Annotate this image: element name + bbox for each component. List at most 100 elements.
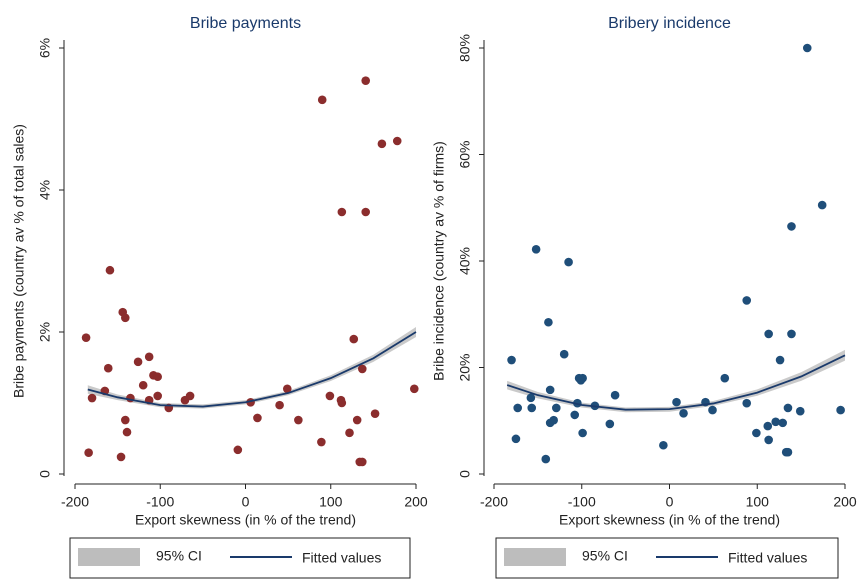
point (795, 406, 805, 416)
point (817, 200, 827, 210)
point (787, 222, 796, 231)
point (549, 415, 558, 425)
point (526, 393, 536, 403)
point (349, 334, 359, 344)
point (742, 398, 752, 408)
x-tick-label: 0 (666, 494, 674, 510)
point (544, 317, 553, 327)
x-tick-label: 200 (404, 494, 428, 510)
fit-line (87, 331, 417, 408)
point (357, 457, 367, 467)
point (513, 403, 522, 413)
point (116, 452, 126, 462)
point (357, 364, 367, 374)
y-axis-label: Bribe incidence (country av % of firms) (431, 141, 447, 381)
point (138, 380, 148, 390)
point (507, 355, 516, 365)
point (531, 244, 541, 254)
point (84, 448, 93, 458)
point (764, 329, 773, 339)
point (605, 419, 615, 429)
x-axis-label: Export skewness (in % of the trend) (559, 512, 780, 528)
point (253, 413, 262, 423)
point (559, 349, 569, 359)
point (317, 95, 327, 105)
point (392, 136, 402, 146)
point (787, 329, 796, 339)
y-tick-label: 80% (457, 34, 473, 62)
legend-label: 95% CI (582, 548, 628, 564)
x-tick-label: -100 (146, 494, 174, 510)
point (720, 373, 730, 383)
y-axis-label: Bribe payments (country av % of total sa… (11, 124, 27, 398)
y-tick-label: 40% (457, 247, 473, 275)
point (578, 428, 587, 438)
point (771, 417, 780, 427)
x-tick-label: -200 (480, 494, 508, 510)
point (752, 428, 761, 438)
point (370, 409, 380, 418)
x-tick-label: 100 (319, 494, 343, 510)
point (153, 391, 162, 401)
chart-title: Bribery incidence (608, 15, 731, 32)
y-tick-label: 60% (457, 140, 473, 168)
x-axis-label: Export skewness (in % of the trend) (135, 512, 356, 528)
point (81, 333, 91, 342)
x-tick-label: 0 (242, 494, 250, 510)
point (337, 207, 347, 217)
point (282, 384, 292, 394)
point (103, 363, 113, 373)
point (775, 355, 785, 365)
point (778, 418, 787, 428)
point (133, 357, 143, 367)
point (325, 391, 335, 401)
point (233, 445, 243, 455)
point (679, 408, 688, 418)
legend-swatch (78, 548, 140, 566)
point (527, 403, 537, 413)
point (345, 428, 354, 438)
point (763, 421, 773, 431)
point (153, 372, 162, 382)
point (361, 207, 371, 217)
x-tick-label: 200 (833, 494, 857, 510)
point (122, 427, 132, 437)
point (120, 313, 130, 323)
point (659, 440, 668, 450)
point (105, 265, 115, 275)
x-tick-label: 100 (746, 494, 770, 510)
legend-swatch (504, 548, 566, 566)
x-tick-label: -100 (568, 494, 596, 510)
point (836, 405, 845, 415)
point (120, 415, 130, 425)
point (541, 454, 551, 464)
point (275, 400, 284, 410)
legend-label: 95% CI (156, 548, 202, 564)
point (87, 393, 97, 403)
point (764, 435, 773, 445)
y-tick-label: 4% (37, 180, 53, 200)
y-tick-label: 0 (37, 470, 53, 478)
point (783, 447, 793, 457)
point (352, 415, 362, 425)
y-tick-label: 6% (37, 38, 53, 58)
y-tick-label: 20% (457, 353, 473, 381)
legend-label: Fitted values (302, 550, 381, 566)
point (610, 390, 620, 400)
point (570, 410, 580, 420)
point (337, 398, 347, 408)
point (545, 385, 555, 395)
y-tick-label: 0 (457, 470, 473, 478)
point (552, 403, 561, 413)
point (185, 391, 195, 401)
y-tick-label: 2% (37, 322, 53, 342)
point (802, 43, 812, 53)
point (708, 405, 717, 415)
point (576, 375, 586, 385)
point (361, 76, 371, 85)
point (564, 257, 573, 267)
point (317, 437, 326, 447)
ci-band (87, 327, 416, 409)
point (409, 384, 419, 394)
